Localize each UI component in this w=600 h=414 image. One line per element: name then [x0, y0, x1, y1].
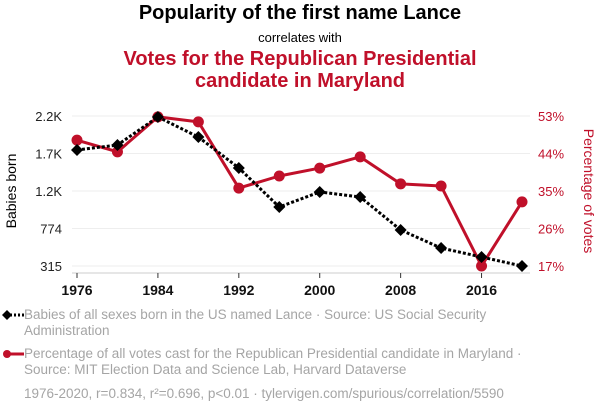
- footer-stats: 1976-2020, r=0.834, r²=0.696, p<0.01 · t…: [24, 386, 504, 401]
- votes-point: [111, 146, 123, 158]
- babies-point: [516, 260, 528, 272]
- votes-point: [354, 151, 366, 163]
- babies-point: [192, 130, 205, 143]
- chart-subtitle: correlates with: [258, 30, 342, 45]
- votes-point: [516, 196, 528, 208]
- left-tick-label: 1.7K: [35, 147, 62, 162]
- right-axis-ticks: 53% 44% 35% 26% 17%: [538, 109, 564, 274]
- series-layer: [71, 110, 528, 272]
- right-axis-label: Percentage of votes: [581, 129, 597, 254]
- babies-point: [273, 201, 286, 214]
- gridlines: [72, 115, 530, 267]
- x-tick-label: 2008: [385, 282, 416, 298]
- left-axis-ticks: 2.2K 1.7K 1.2K 774 315: [35, 109, 62, 274]
- right-tick-label: 17%: [538, 259, 564, 274]
- chart-title: Popularity of the first name Lance: [138, 2, 462, 24]
- babies-point: [394, 223, 407, 236]
- x-tick-label: 1992: [223, 282, 254, 298]
- x-tick-label: 1984: [142, 282, 173, 298]
- votes-point: [314, 162, 326, 174]
- circle-line-icon: [3, 350, 24, 358]
- right-tick-label: 53%: [538, 109, 564, 124]
- left-tick-label: 1.2K: [35, 184, 62, 199]
- votes-point: [71, 134, 83, 146]
- legend-text-babies: Babies of all sexes born in the US named…: [24, 307, 487, 338]
- babies-point: [71, 143, 83, 156]
- left-tick-label: 315: [40, 259, 62, 274]
- votes-point: [233, 182, 245, 194]
- votes-point: [476, 260, 488, 272]
- votes-point: [273, 170, 285, 182]
- legend-item-votes: Percentage of all votes cast for the Rep…: [3, 346, 544, 378]
- babies-line: [76, 115, 523, 268]
- babies-point: [435, 242, 448, 255]
- votes-point: [395, 178, 407, 190]
- right-tick-label: 44%: [538, 147, 564, 162]
- votes-point: [435, 180, 447, 192]
- right-tick-label: 35%: [538, 184, 564, 199]
- babies-point: [313, 185, 326, 198]
- x-tick-label: 1976: [61, 282, 92, 298]
- x-axis-ticks: 1976 1984 1992 2000 2008 2016: [61, 282, 497, 298]
- votes-point: [192, 116, 204, 128]
- legend-item-babies: Babies of all sexes born in the US named…: [2, 307, 544, 339]
- x-tick-label: 2000: [304, 282, 335, 298]
- left-tick-label: 774: [40, 222, 62, 237]
- x-tick-label: 2016: [466, 282, 497, 298]
- legend-text-votes: Percentage of all votes cast for the Rep…: [24, 346, 522, 377]
- babies-point: [111, 139, 124, 152]
- babies-point: [354, 190, 367, 203]
- axes: [72, 272, 530, 278]
- babies-point: [232, 161, 245, 174]
- chart-title-secondary: Votes for the Republican Presidential ca…: [123, 48, 477, 92]
- babies-point: [151, 110, 164, 123]
- right-tick-label: 26%: [538, 222, 564, 237]
- diamond-line-icon: [2, 310, 24, 320]
- left-tick-label: 2.2K: [35, 109, 62, 124]
- babies-point: [475, 251, 488, 264]
- left-axis-label: Babies born: [3, 154, 19, 229]
